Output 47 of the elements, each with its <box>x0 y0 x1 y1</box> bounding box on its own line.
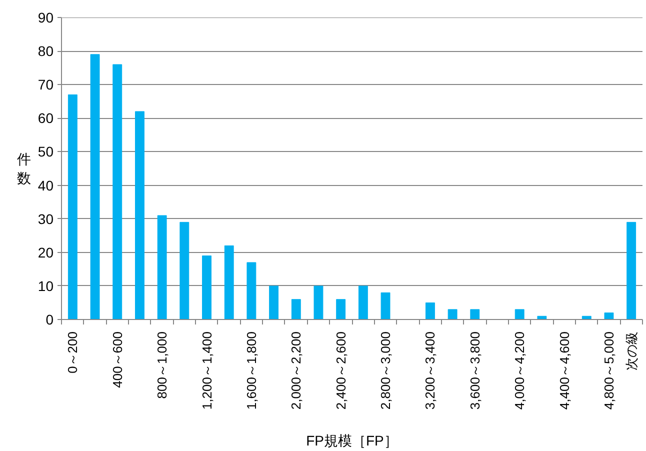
x-tick-label: 次の級 <box>624 332 639 370</box>
y-tick-label: 20 <box>38 244 54 260</box>
bar <box>470 309 480 320</box>
x-tick-label: 800～1,000 <box>154 331 170 399</box>
bar <box>425 302 435 320</box>
bar <box>336 299 346 320</box>
bar <box>358 286 368 320</box>
x-tick-label: 3,200～3,400 <box>422 331 438 410</box>
y-tick-label: 90 <box>38 10 54 26</box>
x-tick-label: 2,800～3,000 <box>378 331 394 410</box>
y-tick-label: 60 <box>38 110 54 126</box>
y-tick-label: 50 <box>38 144 54 160</box>
bar <box>112 64 122 320</box>
bar <box>224 245 234 320</box>
bar <box>269 286 279 320</box>
bar <box>448 309 458 320</box>
x-tick-label: 1,200～1,400 <box>199 331 214 410</box>
y-tick-label: 30 <box>38 210 54 227</box>
bar <box>134 111 144 320</box>
y-tick-label: 80 <box>38 43 54 60</box>
y-tick-label: 40 <box>38 177 54 194</box>
x-tick-label: 2,000～2,200 <box>288 331 304 410</box>
bar <box>202 255 212 320</box>
x-tick-label: 4,800～5,000 <box>601 331 616 410</box>
x-tick-label: 4,000～4,200 <box>512 331 528 410</box>
y-tick-label: 70 <box>38 76 54 93</box>
x-axis-title: FP規模［FP］ <box>306 432 398 449</box>
y-tick-label: 0 <box>46 312 54 328</box>
x-tick-label: 0～200 <box>65 332 80 374</box>
y-axis-title: 件数 <box>16 150 31 186</box>
bar <box>90 54 100 320</box>
bar <box>291 299 301 320</box>
x-tick-label: 3,600～3,800 <box>467 331 482 410</box>
x-tick-label: 4,400～4,600 <box>556 331 572 410</box>
x-tick-label: 1,600～1,800 <box>244 331 259 410</box>
bar <box>604 312 614 320</box>
y-tick-label: 10 <box>38 278 54 294</box>
bar <box>157 215 167 320</box>
bar <box>180 222 190 320</box>
bar <box>68 94 78 320</box>
bar <box>626 222 636 320</box>
bar <box>514 309 524 320</box>
bar <box>380 292 390 320</box>
bar <box>314 286 324 320</box>
x-tick-label: 2,400～2,600 <box>333 331 348 410</box>
x-tick-label: 400～600 <box>110 331 125 388</box>
bar <box>246 262 256 320</box>
